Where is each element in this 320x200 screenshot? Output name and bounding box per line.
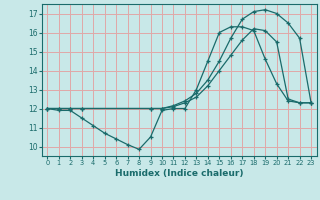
X-axis label: Humidex (Indice chaleur): Humidex (Indice chaleur): [115, 169, 244, 178]
